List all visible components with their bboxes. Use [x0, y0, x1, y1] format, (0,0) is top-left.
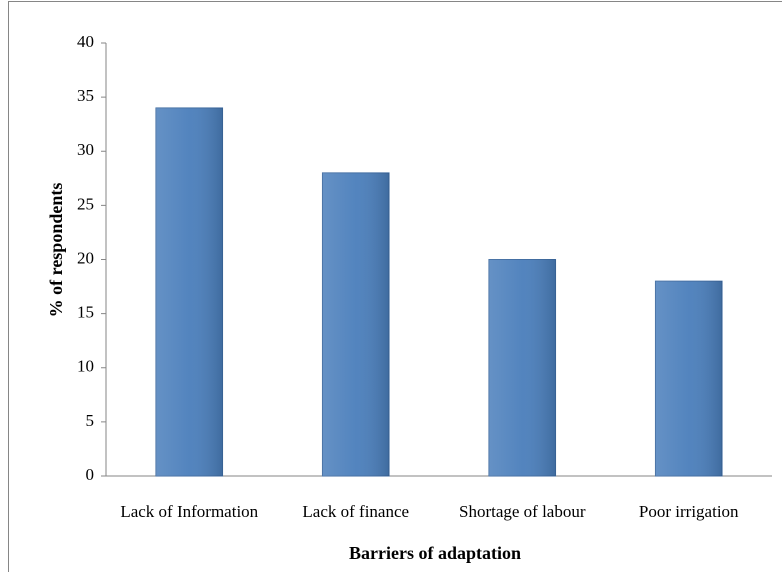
- x-tick-label: Lack of finance: [302, 502, 409, 521]
- y-tick-label: 20: [77, 248, 94, 267]
- y-tick-label: 0: [86, 465, 95, 484]
- bar: [488, 259, 557, 477]
- y-tick-label: 5: [86, 411, 95, 430]
- x-tick-label: Lack of Information: [120, 502, 258, 521]
- bar: [321, 172, 390, 477]
- y-tick-label: 30: [77, 140, 94, 159]
- y-tick-label: 35: [77, 86, 94, 105]
- x-tick-label: Poor irrigation: [639, 502, 739, 521]
- bar: [155, 107, 224, 477]
- y-tick-label: 40: [77, 32, 94, 51]
- chart-frame: [8, 1, 782, 572]
- y-tick-label: 10: [77, 357, 94, 376]
- y-tick-label: 15: [77, 303, 94, 322]
- bar: [654, 280, 723, 477]
- y-axis-label: % of respondents: [46, 183, 66, 318]
- y-tick-label: 25: [77, 194, 94, 213]
- x-tick-label: Shortage of labour: [459, 502, 586, 521]
- x-axis-label: Barriers of adaptation: [349, 543, 521, 563]
